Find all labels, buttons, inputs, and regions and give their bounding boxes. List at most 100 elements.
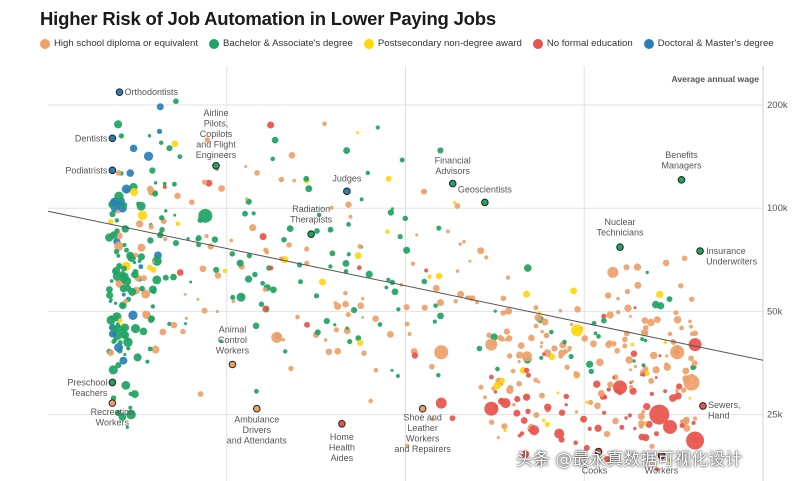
data-point[interactable] — [245, 197, 249, 201]
data-point[interactable] — [585, 400, 589, 404]
data-point[interactable] — [189, 199, 195, 205]
data-point[interactable] — [365, 170, 371, 176]
data-point[interactable] — [333, 327, 339, 333]
data-point[interactable] — [570, 287, 578, 295]
data-point[interactable] — [649, 443, 655, 449]
data-point[interactable] — [607, 266, 619, 278]
data-point[interactable] — [281, 236, 287, 243]
data-point[interactable] — [123, 337, 133, 347]
data-point[interactable] — [204, 233, 209, 239]
data-point[interactable] — [573, 371, 581, 378]
data-point[interactable] — [397, 233, 403, 240]
data-point[interactable] — [534, 314, 542, 322]
data-point[interactable] — [304, 246, 310, 252]
data-point[interactable] — [109, 298, 113, 302]
data-point[interactable] — [519, 431, 525, 436]
data-point[interactable] — [641, 317, 649, 324]
data-point[interactable] — [196, 242, 202, 248]
data-point[interactable] — [116, 263, 123, 270]
data-point[interactable] — [543, 349, 552, 357]
data-point[interactable] — [633, 426, 637, 431]
data-point[interactable] — [514, 396, 521, 403]
data-point[interactable] — [126, 169, 135, 177]
data-point[interactable] — [554, 428, 565, 439]
data-point[interactable] — [410, 261, 416, 266]
data-point[interactable] — [252, 271, 258, 278]
labeled-point[interactable] — [115, 88, 124, 97]
data-point[interactable] — [666, 296, 673, 302]
data-point[interactable] — [356, 131, 360, 134]
data-point[interactable] — [350, 306, 358, 314]
data-point[interactable] — [171, 181, 177, 187]
data-point[interactable] — [361, 296, 365, 301]
data-point[interactable] — [175, 221, 181, 227]
labeled-point[interactable] — [307, 230, 315, 238]
data-point[interactable] — [606, 387, 612, 392]
data-point[interactable] — [270, 156, 276, 162]
data-point[interactable] — [623, 264, 630, 271]
data-point[interactable] — [114, 191, 124, 201]
data-point[interactable] — [525, 372, 531, 378]
data-point[interactable] — [590, 340, 597, 348]
data-point[interactable] — [152, 275, 162, 285]
data-point[interactable] — [458, 242, 462, 246]
data-point[interactable] — [390, 207, 394, 211]
data-point[interactable] — [663, 363, 672, 371]
data-point[interactable] — [619, 424, 625, 430]
data-point[interactable] — [119, 356, 128, 365]
data-point[interactable] — [556, 391, 560, 395]
data-point[interactable] — [151, 260, 155, 264]
data-point[interactable] — [616, 296, 620, 301]
data-point[interactable] — [601, 317, 607, 324]
data-point[interactable] — [540, 329, 544, 334]
data-point[interactable] — [171, 140, 179, 148]
data-point[interactable] — [517, 342, 525, 350]
data-point[interactable] — [594, 402, 601, 410]
data-point[interactable] — [399, 157, 405, 163]
data-point[interactable] — [624, 304, 632, 312]
data-point[interactable] — [110, 325, 118, 332]
data-point[interactable] — [244, 275, 253, 283]
data-point[interactable] — [503, 328, 511, 335]
data-point[interactable] — [149, 167, 156, 174]
data-point[interactable] — [521, 450, 530, 458]
data-point[interactable] — [138, 264, 144, 270]
data-point[interactable] — [477, 247, 485, 255]
data-point[interactable] — [501, 423, 508, 430]
data-point[interactable] — [544, 403, 552, 412]
data-point[interactable] — [365, 270, 373, 278]
data-point[interactable] — [427, 274, 432, 279]
data-point[interactable] — [468, 259, 472, 263]
data-point[interactable] — [322, 121, 327, 127]
data-point[interactable] — [201, 179, 208, 185]
data-point[interactable] — [506, 386, 514, 394]
data-point[interactable] — [516, 380, 522, 387]
data-point[interactable] — [449, 415, 456, 422]
data-point[interactable] — [562, 339, 567, 345]
data-point[interactable] — [264, 249, 270, 255]
data-point[interactable] — [384, 285, 389, 290]
data-point[interactable] — [622, 343, 628, 349]
data-point[interactable] — [236, 292, 246, 302]
data-point[interactable] — [197, 391, 204, 397]
legend-item-no-formal[interactable]: No formal education — [532, 38, 633, 49]
data-point[interactable] — [614, 347, 621, 354]
data-point[interactable] — [114, 343, 124, 352]
data-point[interactable] — [115, 169, 122, 176]
data-point[interactable] — [612, 417, 619, 425]
data-point[interactable] — [288, 152, 296, 159]
data-point[interactable] — [213, 266, 220, 273]
data-point[interactable] — [323, 338, 328, 342]
labeled-point[interactable] — [228, 360, 237, 369]
data-point[interactable] — [129, 144, 138, 153]
data-point[interactable] — [313, 293, 320, 299]
labeled-point[interactable] — [252, 404, 261, 413]
data-point[interactable] — [123, 298, 128, 304]
data-point[interactable] — [625, 356, 634, 364]
data-point[interactable] — [436, 299, 445, 307]
data-point[interactable] — [386, 277, 391, 282]
data-point[interactable] — [262, 287, 268, 292]
data-point[interactable] — [537, 380, 541, 384]
data-point[interactable] — [108, 330, 117, 338]
data-point[interactable] — [236, 259, 244, 267]
